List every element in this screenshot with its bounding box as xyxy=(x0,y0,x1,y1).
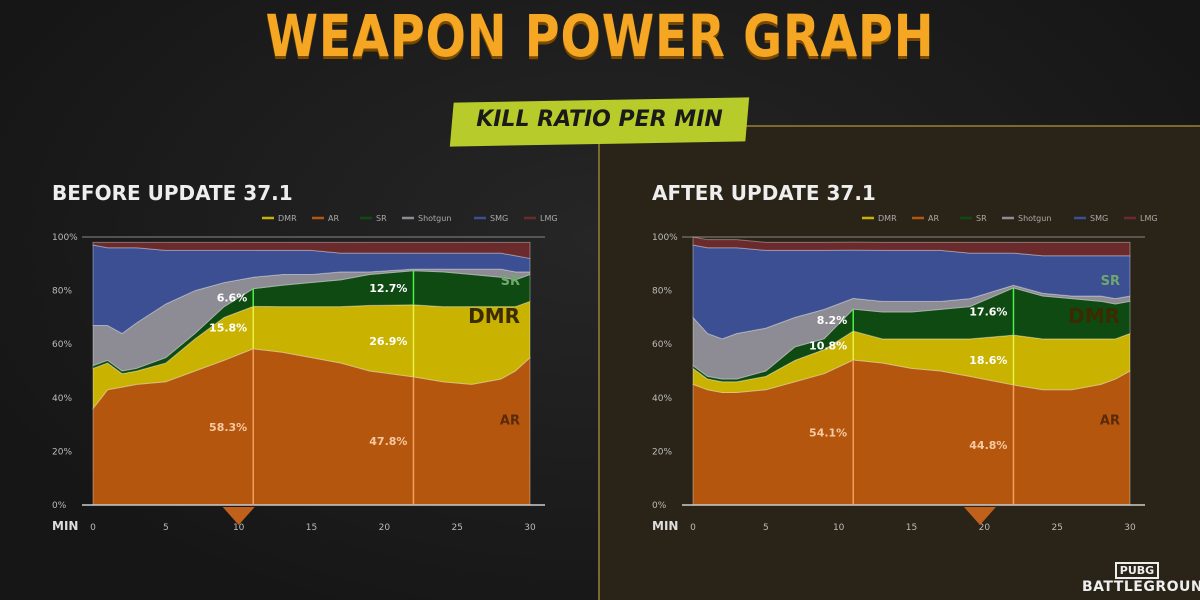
annotation-value-sr: 12.7% xyxy=(369,282,407,295)
annotation-value-dmr: 10.8% xyxy=(809,340,847,353)
chart-title: BEFORE UPDATE 37.1 xyxy=(52,181,293,205)
legend-label-dmr: DMR xyxy=(278,214,297,223)
x-tick-label: 30 xyxy=(1124,523,1136,533)
legend-label-ar: AR xyxy=(928,214,939,223)
x-tick-label: 20 xyxy=(379,523,391,533)
y-tick-label: 20% xyxy=(652,447,672,457)
legend-label-ar: AR xyxy=(328,214,339,223)
legend-label-shotgun: Shotgun xyxy=(418,214,451,223)
logo-line2: BATTLEGROUNDS xyxy=(1082,579,1200,595)
x-tick-label: 10 xyxy=(233,523,245,533)
x-tick-label: 30 xyxy=(524,523,536,533)
chart-title: AFTER UPDATE 37.1 xyxy=(652,181,876,205)
time-marker xyxy=(963,507,996,525)
y-tick-label: 40% xyxy=(52,394,72,404)
x-tick-label: 0 xyxy=(690,523,696,533)
legend-label-lmg: LMG xyxy=(1140,214,1158,223)
annotation-value-dmr: 26.9% xyxy=(369,335,407,348)
y-tick-label: 100% xyxy=(652,233,678,243)
pubg-logo: PUBG BATTLEGROUNDS xyxy=(1082,559,1200,595)
legend-label-dmr: DMR xyxy=(878,214,897,223)
annotation-value-ar: 47.8% xyxy=(369,435,407,448)
x-tick-label: 0 xyxy=(90,523,96,533)
x-tick-label: 20 xyxy=(979,523,991,533)
legend-label-sr: SR xyxy=(376,214,387,223)
legend-label-shotgun: Shotgun xyxy=(1018,214,1051,223)
y-tick-label: 80% xyxy=(652,287,672,297)
area-lmg xyxy=(692,236,1131,257)
series-label-ar: AR xyxy=(1100,414,1120,429)
y-tick-label: 80% xyxy=(52,287,72,297)
page-title: WEAPON POWER GRAPH xyxy=(265,2,935,70)
annotation-value-ar: 54.1% xyxy=(809,427,847,440)
y-tick-label: 0% xyxy=(52,501,67,511)
annotation-value-dmr: 18.6% xyxy=(969,354,1007,367)
annotation-value-sr: 8.2% xyxy=(817,314,848,327)
annotation-value-sr: 17.6% xyxy=(969,306,1007,319)
series-label-ar: AR xyxy=(500,414,520,429)
y-tick-label: 40% xyxy=(652,394,672,404)
before-chart: BEFORE UPDATE 37.1 DMR AR SR Shotgun SMG LMG 0%… xyxy=(52,181,558,533)
x-axis-label: MIN xyxy=(52,519,78,533)
series-label-dmr: DMR xyxy=(1068,304,1120,328)
series-label-sr: SR xyxy=(1101,274,1120,289)
x-tick-label: 25 xyxy=(1051,523,1062,533)
series-label-dmr: DMR xyxy=(468,304,520,328)
legend-label-smg: SMG xyxy=(490,214,508,223)
y-tick-label: 20% xyxy=(52,447,72,457)
time-marker xyxy=(222,507,255,525)
subtitle: KILL RATIO PER MIN xyxy=(476,107,723,132)
y-tick-label: 60% xyxy=(52,340,72,350)
x-tick-label: 15 xyxy=(906,523,917,533)
x-tick-label: 25 xyxy=(451,523,462,533)
y-tick-label: 60% xyxy=(652,340,672,350)
annotation-value-dmr: 15.8% xyxy=(209,322,247,335)
x-tick-label: 15 xyxy=(306,523,317,533)
legend-label-lmg: LMG xyxy=(540,214,558,223)
x-tick-label: 5 xyxy=(763,523,769,533)
y-tick-label: 0% xyxy=(652,501,667,511)
x-axis-label: MIN xyxy=(652,519,678,533)
x-tick-label: 5 xyxy=(163,523,169,533)
series-label-sr: SR xyxy=(501,274,520,289)
logo-line1: PUBG xyxy=(1114,562,1160,579)
y-tick-label: 100% xyxy=(52,233,78,243)
area-lmg xyxy=(92,241,531,260)
annotation-value-ar: 58.3% xyxy=(209,421,247,434)
annotation-value-ar: 44.8% xyxy=(969,439,1007,452)
legend-label-sr: SR xyxy=(976,214,987,223)
annotation-value-sr: 6.6% xyxy=(217,292,248,305)
legend-label-smg: SMG xyxy=(1090,214,1108,223)
x-tick-label: 10 xyxy=(833,523,845,533)
